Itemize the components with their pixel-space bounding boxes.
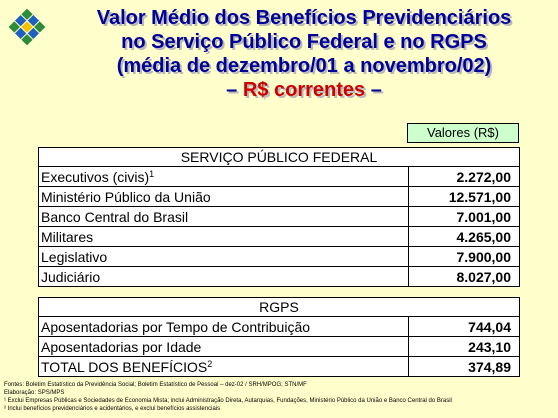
footnote-1: ¹ Exclui Empresas Públicas e Sociedades … [4, 398, 452, 404]
table-header: RGPS [38, 297, 520, 317]
footnote-marker: 2 [207, 358, 213, 369]
footnote-2: ² Inclui benefícios previdenciários e ac… [4, 406, 221, 412]
footnote-sources: Fontes: Boletim Estatístico da Previdênc… [4, 382, 307, 388]
title-dash-right: – [365, 79, 382, 101]
row-label: Aposentadorias por Idade [38, 336, 409, 357]
row-value: 744,04 [408, 316, 520, 337]
table-row: Executivos (civis)1 2.272,00 [38, 166, 520, 187]
table-row: Judiciário 8.027,00 [38, 266, 520, 287]
title-dash-left: – [226, 79, 243, 101]
row-value: 374,89 [408, 356, 520, 377]
row-label: Ministério Público da União [38, 186, 409, 207]
table-header-row: SERVIÇO PÚBLICO FEDERAL [38, 147, 520, 167]
title-currency-label: R$ correntes [242, 79, 366, 101]
table-header-row: RGPS [38, 297, 520, 317]
table-header: SERVIÇO PÚBLICO FEDERAL [38, 147, 520, 167]
footnote-marker: 1 [149, 168, 155, 179]
table-row: Ministério Público da União 12.571,00 [38, 186, 520, 207]
row-value: 2.272,00 [408, 166, 520, 187]
row-value: 8.027,00 [408, 266, 520, 287]
row-value: 4.265,00 [408, 226, 520, 247]
row-label: Aposentadorias por Tempo de Contribuição [38, 316, 409, 337]
row-value: 7.001,00 [408, 206, 520, 227]
row-label: Militares [38, 226, 409, 247]
federal-service-table: SERVIÇO PÚBLICO FEDERAL Executivos (civi… [38, 147, 520, 287]
table-row: Militares 4.265,00 [38, 226, 520, 247]
title-line-2: no Serviço Público Federal e no RGPS [121, 31, 487, 53]
table-row: Aposentadorias por Idade 243,10 [38, 336, 520, 357]
table-row: TOTAL DOS BENEFÍCIOS2 374,89 [38, 356, 520, 377]
row-label: Banco Central do Brasil [38, 206, 409, 227]
title-line-4: – R$ correntes – [50, 78, 558, 102]
table-row: Legislativo 7.900,00 [38, 246, 520, 267]
page-title: Valor Médio dos Benefícios Previdenciári… [50, 6, 558, 102]
rgps-table: RGPS Aposentadorias por Tempo de Contrib… [38, 297, 520, 377]
table-row: Banco Central do Brasil 7.001,00 [38, 206, 520, 227]
row-value: 243,10 [408, 336, 520, 357]
row-label: Executivos (civis)1 [38, 166, 409, 187]
footnotes: Fontes: Boletim Estatístico da Previdênc… [4, 381, 556, 413]
row-label-text: Executivos (civis) [41, 168, 150, 185]
table-row: Aposentadorias por Tempo de Contribuição… [38, 316, 520, 337]
previdencia-logo-icon [6, 6, 48, 48]
row-label: TOTAL DOS BENEFÍCIOS2 [38, 356, 409, 377]
row-label-text: TOTAL DOS BENEFÍCIOS [41, 358, 208, 375]
title-line-3: (média de dezembro/01 a novembro/02) [116, 55, 492, 77]
row-label: Judiciário [38, 266, 409, 287]
row-value: 12.571,00 [408, 186, 520, 207]
footnote-elaboration: Elaboração: SPS/MPS [4, 390, 65, 396]
unit-label-box: Valores (R$) [407, 123, 519, 143]
row-value: 7.900,00 [408, 246, 520, 267]
row-label: Legislativo [38, 246, 409, 267]
title-line-1: Valor Médio dos Benefícios Previdenciári… [96, 7, 512, 29]
